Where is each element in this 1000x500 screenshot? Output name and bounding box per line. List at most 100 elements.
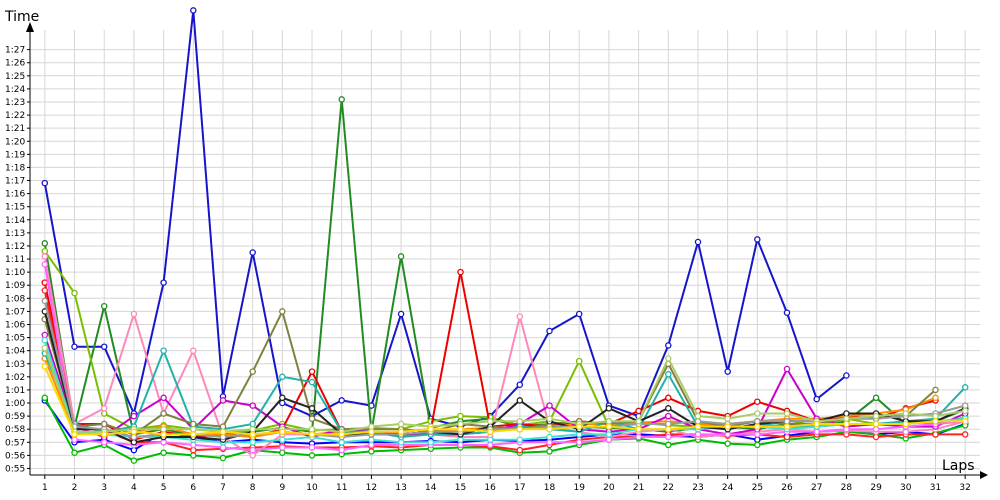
- data-point: [219, 454, 227, 462]
- data-point: [71, 436, 78, 443]
- data-point: [754, 236, 761, 243]
- y-tick-label: 0:58: [5, 425, 25, 435]
- data-point: [516, 425, 524, 433]
- data-point: [100, 343, 108, 350]
- data-point: [308, 368, 316, 375]
- x-tick-label: 5: [161, 483, 167, 493]
- data-point: [279, 373, 286, 381]
- x-tick-label: 28: [841, 483, 853, 493]
- data-point: [41, 253, 49, 260]
- data-point: [308, 378, 316, 386]
- data-point: [665, 425, 672, 433]
- data-point: [843, 410, 850, 417]
- data-point: [219, 397, 227, 404]
- data-point: [308, 415, 316, 422]
- data-point: [754, 418, 761, 425]
- data-point: [219, 444, 227, 451]
- data-point: [605, 436, 613, 443]
- data-point: [160, 439, 167, 446]
- data-point: [754, 398, 761, 405]
- data-point: [397, 253, 405, 260]
- x-axis-title: Laps: [942, 458, 975, 474]
- data-point: [249, 402, 256, 409]
- data-point: [279, 449, 286, 456]
- data-point: [249, 368, 256, 375]
- data-point: [486, 441, 494, 449]
- data-point: [190, 7, 197, 14]
- x-tick-label: 22: [663, 483, 674, 493]
- data-point: [754, 423, 761, 430]
- data-point: [516, 313, 524, 320]
- data-point: [249, 431, 256, 438]
- y-tick-label: 1:11: [5, 255, 25, 265]
- data-point: [932, 394, 939, 402]
- x-tick-label: 21: [633, 483, 644, 493]
- x-tick-label: 31: [930, 483, 941, 493]
- x-tick-label: 8: [250, 483, 256, 493]
- data-point: [813, 420, 820, 428]
- y-tick-label: 1:12: [5, 242, 25, 252]
- data-point: [575, 439, 583, 446]
- series-line: [43, 290, 966, 452]
- data-point: [397, 428, 405, 436]
- x-tick-label: 29: [870, 483, 882, 493]
- series-5: [41, 247, 969, 436]
- data-point: [457, 268, 464, 276]
- data-point: [41, 179, 49, 187]
- data-point: [41, 287, 49, 294]
- data-point: [902, 410, 910, 417]
- data-point: [516, 446, 524, 454]
- data-point: [190, 425, 197, 433]
- data-point: [486, 436, 494, 443]
- data-point: [397, 420, 405, 428]
- data-point: [665, 412, 672, 420]
- data-point: [130, 457, 138, 464]
- data-point: [397, 310, 405, 318]
- data-point: [694, 431, 702, 438]
- data-point: [249, 249, 256, 256]
- series-4: [41, 96, 969, 439]
- y-tick-label: 1:14: [5, 216, 25, 226]
- data-point: [665, 405, 672, 412]
- data-point: [308, 405, 316, 412]
- data-point: [694, 238, 702, 246]
- data-point: [368, 428, 375, 436]
- data-point: [961, 402, 969, 409]
- data-point: [635, 418, 642, 425]
- data-point: [130, 428, 138, 436]
- data-point: [457, 412, 464, 420]
- x-tick-label: 9: [279, 483, 285, 493]
- data-point: [754, 441, 761, 449]
- series-line: [43, 9, 848, 428]
- data-point: [635, 433, 642, 441]
- data-point: [783, 309, 791, 316]
- y-tick-label: 1:20: [5, 137, 25, 147]
- data-point: [130, 310, 138, 318]
- data-point: [71, 343, 78, 350]
- data-point: [457, 425, 464, 433]
- data-point: [160, 410, 167, 417]
- data-point: [665, 394, 672, 402]
- series-line: [43, 250, 966, 433]
- x-tick-label: 27: [811, 483, 822, 493]
- data-point: [71, 431, 78, 438]
- data-point: [516, 436, 524, 443]
- data-point: [902, 420, 910, 428]
- data-point: [516, 397, 524, 404]
- data-point: [932, 412, 939, 420]
- x-tick-label: 13: [395, 483, 406, 493]
- data-point: [872, 433, 880, 441]
- data-point: [279, 428, 286, 436]
- data-point: [516, 418, 524, 425]
- data-point: [665, 355, 672, 362]
- data-point: [872, 420, 880, 428]
- series-group: [41, 7, 969, 464]
- data-point: [279, 436, 286, 443]
- y-tick-label: 1:08: [5, 294, 25, 304]
- data-point: [961, 418, 969, 425]
- x-tick-label: 17: [514, 483, 525, 493]
- data-point: [872, 394, 880, 402]
- data-point: [961, 407, 969, 415]
- data-point: [279, 308, 286, 315]
